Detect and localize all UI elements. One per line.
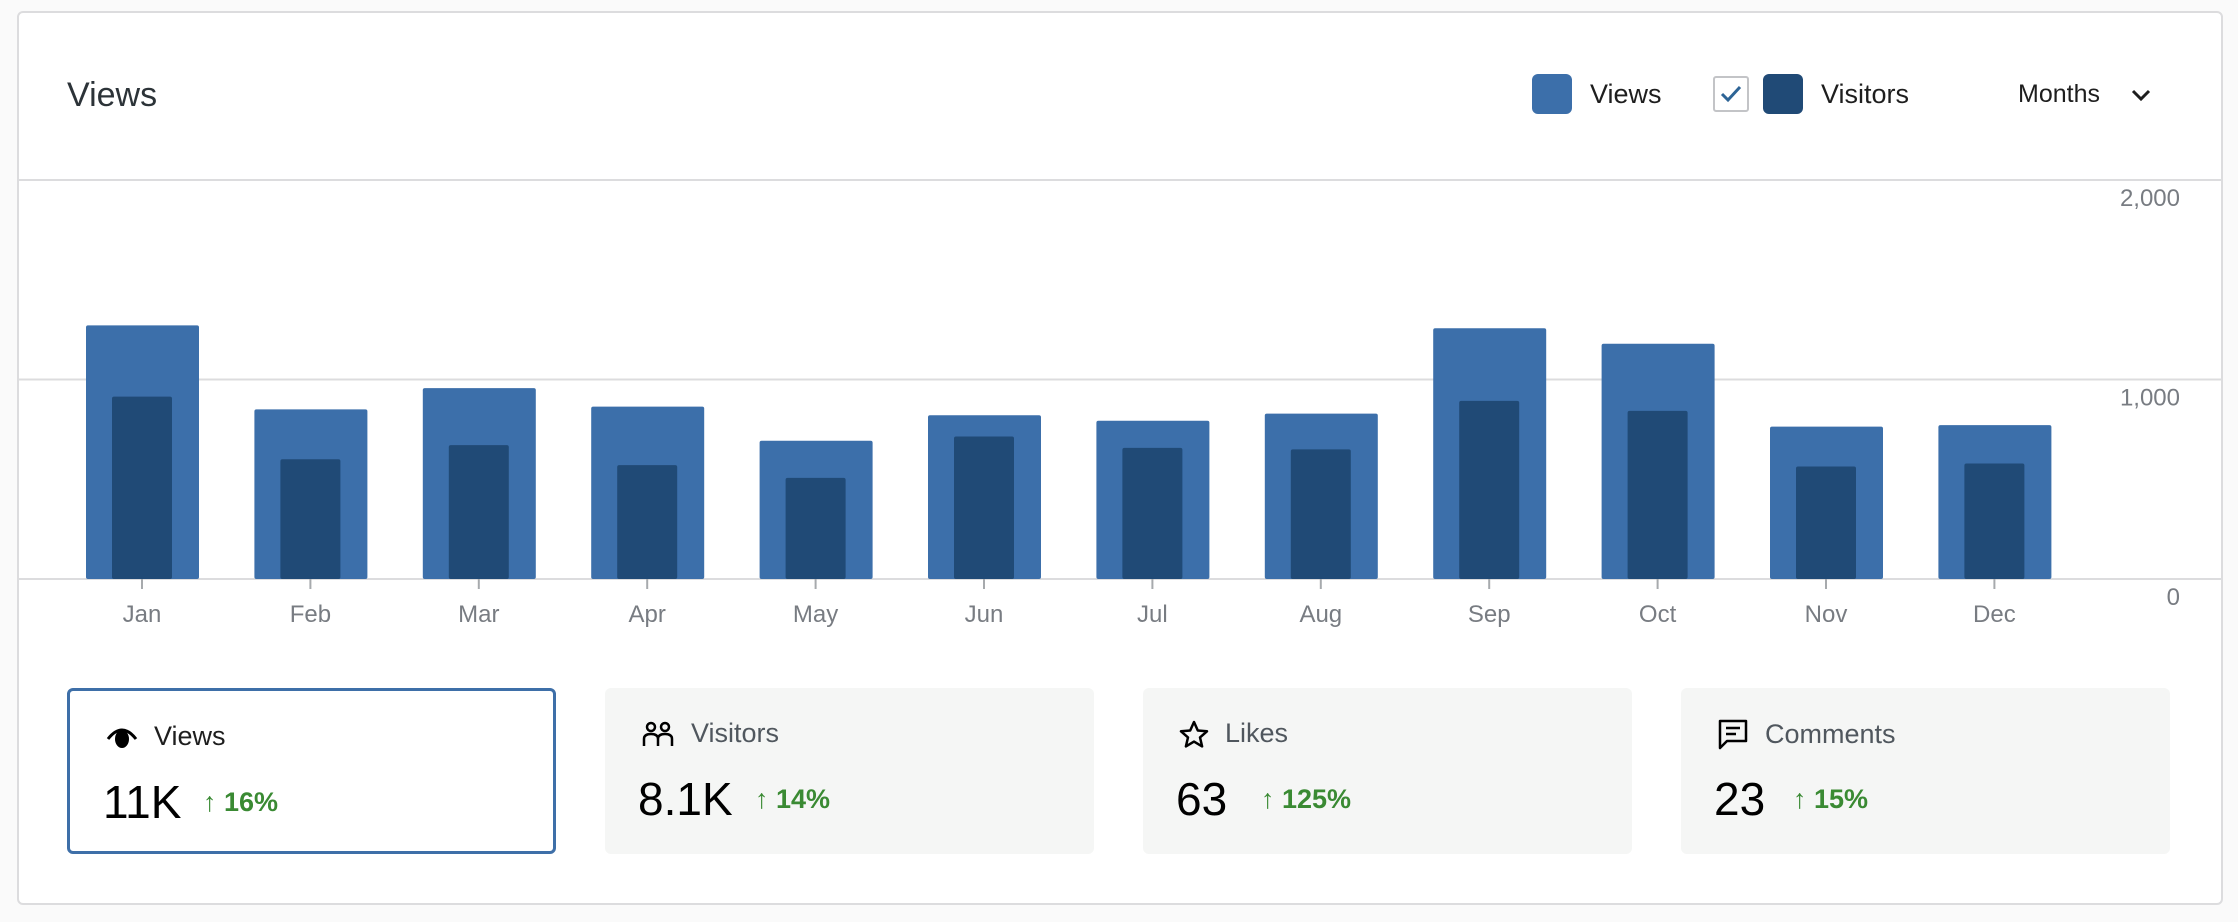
stat-likes[interactable]: Likes 63 ↑ 125% [1143, 688, 1632, 854]
comment-icon [1718, 719, 1748, 750]
bar-visitors-nov [1796, 466, 1856, 579]
bar-visitors-jun [954, 436, 1014, 579]
y-tick-label: 2,000 [2120, 185, 2180, 212]
visitors-checkbox[interactable] [1713, 76, 1749, 112]
x-tick-label: May [793, 601, 838, 628]
x-tick-label: Aug [1299, 601, 1342, 628]
views-swatch [1532, 74, 1572, 114]
stat-change: ↑ 125% [1261, 784, 1352, 814]
bar-visitors-jan [112, 396, 172, 579]
x-tick-label: Jan [123, 601, 162, 628]
stat-value: 63 [1176, 773, 1228, 825]
x-tick-label: Jul [1137, 601, 1168, 628]
people-icon [642, 721, 674, 746]
chevron-down-icon [2131, 89, 2151, 101]
stat-label: Visitors [691, 718, 780, 748]
y-tick-label: 0 [2167, 584, 2180, 611]
bar-visitors-dec [1964, 463, 2025, 579]
stat-label: Views [154, 721, 226, 751]
bar-visitors-may [785, 477, 846, 579]
bar-visitors-apr [617, 465, 678, 579]
period-select[interactable]: Months [2018, 80, 2152, 109]
legend-views-label: Views [1590, 78, 1662, 109]
bar-visitors-aug [1290, 449, 1351, 579]
chart-title: Views [67, 76, 158, 114]
x-tick-label: Jun [965, 601, 1004, 628]
bar-visitors-jul [1122, 447, 1183, 579]
period-label: Months [2018, 80, 2100, 108]
x-tick-label: Nov [1805, 601, 1848, 628]
check-icon [1720, 85, 1742, 103]
stat-value: 23 [1714, 773, 1766, 825]
bar-visitors-mar [448, 445, 509, 579]
stat-change: ↑ 14% [755, 784, 831, 814]
stat-value: 8.1K [638, 773, 733, 825]
legend-visitors: Visitors [1713, 74, 1909, 114]
stat-comments[interactable]: Comments 23 ↑ 15% [1681, 688, 2170, 854]
eye-icon [106, 728, 138, 748]
x-tick-label: Mar [458, 601, 499, 628]
stat-label: Comments [1765, 718, 1896, 749]
x-tick-label: Apr [629, 601, 666, 628]
star-icon [1179, 720, 1209, 748]
stat-change: ↑ 16% [203, 787, 279, 817]
x-tick-label: Sep [1468, 601, 1511, 628]
bar-visitors-oct [1627, 410, 1688, 579]
stat-value: 11K [103, 776, 182, 828]
x-tick-label: Feb [290, 601, 331, 628]
x-tick-label: Dec [1973, 601, 2016, 628]
stat-label: Likes [1225, 718, 1289, 748]
bar-visitors-sep [1459, 400, 1520, 579]
stat-change: ↑ 15% [1793, 784, 1869, 814]
stat-visitors[interactable]: Visitors 8.1K ↑ 14% [605, 688, 1094, 854]
visitors-swatch [1763, 74, 1803, 114]
x-tick-label: Oct [1639, 601, 1677, 628]
y-tick-label: 1,000 [2120, 385, 2180, 412]
bar-visitors-feb [280, 459, 341, 579]
legend-views: Views [1532, 74, 1662, 114]
legend-visitors-label: Visitors [1821, 78, 1910, 109]
bar-chart: 0 1,000 2,000 Jan Feb Mar Apr May Jun Jul Aug Sep Oc… [17, 180, 2221, 628]
stat-views[interactable]: Views 11K ↑ 16% [67, 688, 556, 854]
